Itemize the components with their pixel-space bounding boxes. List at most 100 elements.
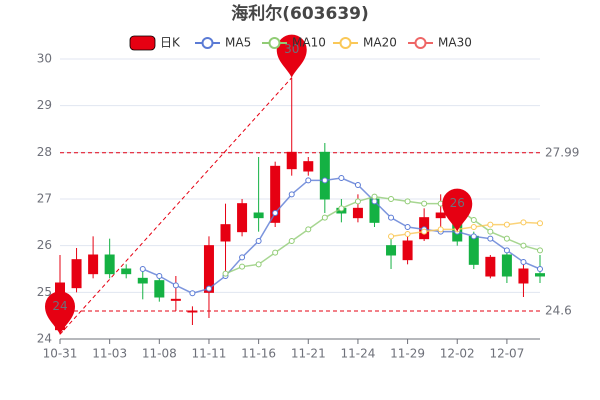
ma-point (404, 198, 411, 205)
candle-body (402, 240, 413, 261)
ma-point (239, 263, 246, 270)
ma-point (139, 266, 146, 272)
x-tick-label: 11-11 (192, 347, 227, 361)
ma-point (503, 221, 510, 228)
y-tick-label: 26 (37, 238, 52, 252)
ma-point (321, 214, 328, 221)
reference-label: 27.99 (545, 145, 579, 159)
ma-point (503, 235, 510, 242)
y-tick-label: 30 (37, 52, 52, 66)
ma-point (437, 226, 444, 233)
legend-label: MA10 (292, 36, 326, 50)
marker-label: 26 (450, 196, 465, 210)
candle-body (203, 245, 214, 293)
ma-point (537, 266, 543, 272)
candle-body (253, 212, 264, 219)
ma-point (321, 177, 328, 184)
reference-label: 24.6 (545, 304, 572, 318)
ma-point (354, 182, 361, 188)
x-tick-label: 12-02 (440, 347, 475, 361)
x-tick-label: 11-03 (92, 347, 127, 361)
candle-body (386, 245, 397, 256)
candle-body (303, 161, 314, 172)
ma-point (520, 219, 527, 226)
marker-shape (276, 34, 307, 78)
y-tick-label: 29 (37, 98, 52, 112)
candle-body (104, 254, 115, 275)
ma-point (189, 290, 196, 297)
ma-point (288, 191, 295, 198)
legend-icon (268, 37, 281, 49)
x-tick-label: 12-07 (489, 347, 524, 361)
ma-point (404, 231, 411, 237)
ma-point (470, 217, 477, 223)
ma-point (520, 259, 527, 265)
ma-point (272, 249, 279, 256)
candle-body (170, 298, 181, 301)
marker-pin: 30 (276, 34, 307, 78)
ma-point (305, 226, 312, 233)
ma-point (470, 224, 477, 230)
ma-point (338, 205, 345, 212)
ma-point (354, 198, 361, 205)
ma-point (288, 238, 295, 244)
ma-point (239, 254, 246, 261)
candle-body (319, 151, 330, 200)
ma-point (388, 196, 395, 202)
candle-body (485, 256, 496, 277)
x-tick-label: 11-24 (340, 347, 375, 361)
ma-point (520, 242, 527, 249)
candle-body (352, 207, 363, 219)
candle-body (270, 165, 281, 223)
ma-point (272, 210, 279, 216)
x-tick-label: 11-16 (241, 347, 276, 361)
legend-label: MA20 (363, 36, 397, 50)
ma-point (421, 200, 428, 207)
ma-point (503, 247, 510, 254)
ma-point (371, 193, 378, 200)
ma-point (172, 282, 179, 289)
legend-label: MA5 (225, 36, 251, 50)
marker-shape (442, 188, 473, 232)
y-tick-label: 24 (37, 332, 52, 346)
legend-icon (129, 35, 156, 51)
candle-body (187, 310, 198, 313)
x-tick-label: 11-29 (390, 347, 425, 361)
candle-body (518, 268, 529, 284)
ma-line (225, 195, 541, 275)
chart-title: 海利尔(603639) (231, 3, 369, 24)
ma-point (388, 214, 395, 221)
candle-body (286, 151, 297, 170)
candle-body (435, 212, 446, 219)
legend-label: MA30 (438, 36, 472, 50)
candle-body (137, 277, 148, 284)
ma-line (390, 221, 541, 238)
candle-body (501, 254, 512, 277)
ma-point (487, 235, 494, 242)
candle-body (88, 254, 99, 275)
candle-body (121, 268, 132, 275)
ma-point (487, 228, 494, 235)
ma-point (404, 224, 411, 230)
ma-point (487, 221, 494, 228)
legend-icon (201, 37, 214, 49)
x-tick-label: 11-21 (291, 347, 326, 361)
ma-point (388, 233, 395, 240)
ma-point (255, 261, 262, 268)
legend-label: 日K (160, 36, 181, 50)
candle-body (220, 224, 231, 242)
ma-point (537, 220, 543, 227)
ma-point (255, 238, 262, 244)
ma-point (205, 285, 212, 292)
ma-point (537, 247, 543, 254)
marker-label: 30 (284, 42, 299, 56)
y-tick-label: 25 (37, 285, 52, 299)
ma-point (305, 177, 312, 184)
candle-body (468, 235, 479, 265)
candle-body (535, 273, 545, 277)
ma-point (421, 228, 428, 235)
y-tick-label: 28 (37, 145, 52, 159)
ma-line (142, 177, 541, 295)
y-tick-label: 27 (37, 192, 52, 206)
